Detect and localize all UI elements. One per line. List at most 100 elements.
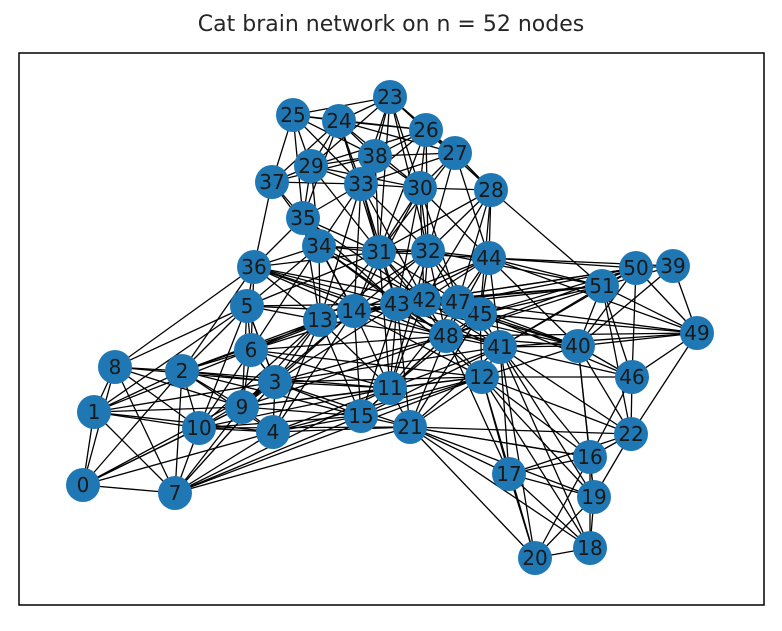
node-circle: [303, 303, 337, 337]
node-38: 38: [358, 139, 392, 173]
node-label: 15: [348, 404, 373, 428]
node-label: 31: [366, 240, 391, 264]
node-24: 24: [322, 104, 356, 138]
node-circle: [656, 249, 690, 283]
edge-7-3: [174, 381, 276, 494]
edge-45-51: [479, 285, 603, 315]
node-15: 15: [344, 399, 378, 433]
edge-4-11: [272, 387, 391, 433]
node-10: 10: [182, 411, 216, 445]
edge-39-40: [577, 265, 674, 347]
node-circle: [255, 165, 289, 199]
node-circle: [77, 395, 111, 429]
edge-28-31: [378, 189, 492, 253]
node-circle: [561, 329, 595, 363]
node-label: 0: [77, 473, 90, 497]
node-37: 37: [255, 165, 289, 199]
node-circle: [158, 476, 192, 510]
node-51: 51: [585, 269, 619, 303]
edge-22-40: [577, 345, 632, 435]
node-27: 27: [438, 136, 472, 170]
node-circle: [474, 173, 508, 207]
node-circle: [483, 330, 517, 364]
node-label: 24: [326, 109, 351, 133]
node-33: 33: [344, 167, 378, 201]
node-32: 32: [411, 234, 445, 268]
node-label: 34: [306, 234, 331, 258]
node-label: 35: [290, 206, 315, 230]
node-circle: [518, 541, 552, 575]
node-label: 27: [442, 141, 467, 165]
node-circle: [614, 417, 648, 451]
node-label: 8: [109, 355, 122, 379]
node-label: 21: [397, 415, 422, 439]
chart-title: Cat brain network on n = 52 nodes: [197, 12, 585, 37]
node-circle: [615, 360, 649, 394]
edge-7-21: [174, 426, 411, 494]
edge-22-49: [630, 332, 698, 435]
node-30: 30: [403, 171, 437, 205]
edge-13-15: [319, 319, 362, 417]
edge-3-21: [274, 381, 411, 428]
node-label: 11: [377, 376, 402, 400]
node-39: 39: [656, 249, 690, 283]
node-label: 48: [433, 324, 458, 348]
node-circle: [98, 350, 132, 384]
edge-14-36: [253, 266, 355, 312]
edge-16-20: [534, 456, 591, 559]
node-circle: [344, 399, 378, 433]
edge-1-9: [93, 406, 243, 413]
node-circle: [234, 333, 268, 367]
node-label: 43: [384, 292, 409, 316]
node-16: 16: [573, 440, 607, 474]
node-circle: [373, 80, 407, 114]
node-label: 29: [298, 154, 323, 178]
node-25: 25: [276, 98, 310, 132]
node-circle: [276, 98, 310, 132]
edge-28-47: [457, 189, 492, 303]
edge-49-51: [601, 285, 698, 334]
edge-17-41: [499, 346, 510, 475]
edge-5-8: [114, 305, 248, 368]
edge-0-4: [82, 431, 274, 486]
edge-7-8: [114, 366, 176, 494]
node-circle: [362, 235, 396, 269]
edge-12-16: [481, 376, 591, 458]
edge-1-10: [93, 411, 200, 429]
edge-0-2: [82, 370, 183, 486]
node-label: 26: [413, 118, 438, 142]
node-50: 50: [619, 251, 653, 285]
node-8: 8: [98, 350, 132, 384]
edge-21-16: [409, 426, 591, 458]
node-13: 13: [303, 303, 337, 337]
node-label: 51: [589, 274, 614, 298]
node-label: 40: [565, 334, 590, 358]
edge-10-13: [198, 319, 321, 429]
node-21: 21: [393, 410, 427, 444]
edge-17-48: [445, 335, 510, 475]
edge-20-21: [409, 426, 536, 559]
edge-23-31: [378, 96, 391, 253]
node-circle: [438, 136, 472, 170]
node-label: 23: [377, 85, 402, 109]
node-47: 47: [441, 285, 475, 319]
node-19: 19: [577, 480, 611, 514]
node-14: 14: [337, 294, 371, 328]
node-label: 16: [577, 445, 602, 469]
node-41: 41: [483, 330, 517, 364]
edge-9-15: [241, 406, 362, 417]
node-circle: [573, 440, 607, 474]
edge-41-49: [499, 332, 698, 348]
edge-8-10: [114, 366, 200, 429]
node-circle: [585, 269, 619, 303]
node-label: 22: [618, 422, 643, 446]
edge-8-36: [114, 266, 255, 368]
edge-40-49: [577, 332, 698, 347]
edge-6-48: [250, 335, 447, 351]
node-circle: [680, 316, 714, 350]
node-label: 42: [411, 288, 436, 312]
node-label: 10: [186, 416, 211, 440]
edge-28-42: [423, 189, 492, 301]
edge-45-49: [479, 313, 698, 334]
node-3: 3: [258, 365, 292, 399]
